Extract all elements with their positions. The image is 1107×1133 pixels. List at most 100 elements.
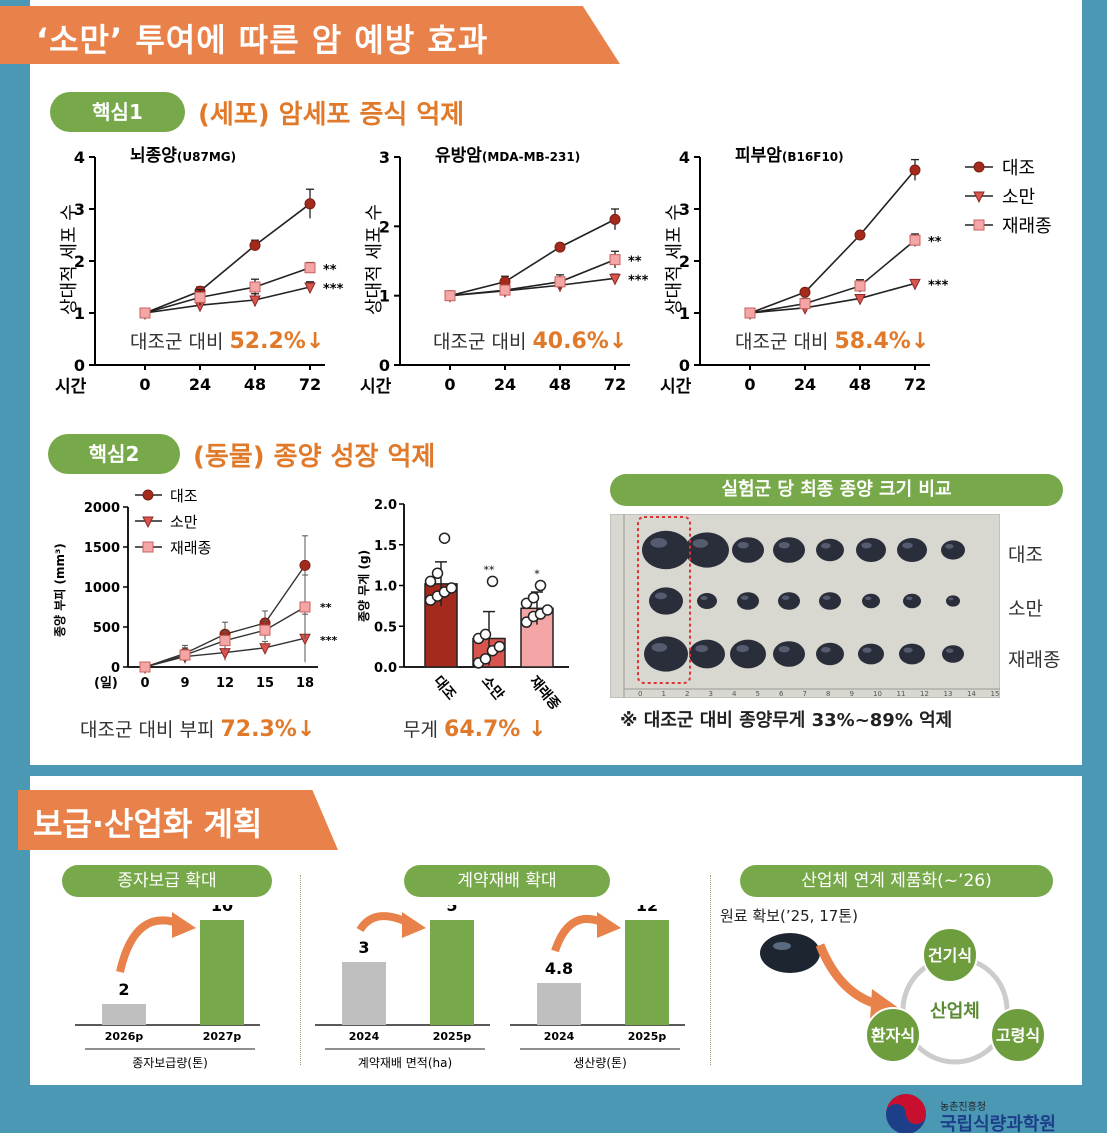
legend-marker xyxy=(973,161,985,173)
bar-category: 2024 xyxy=(349,1030,380,1043)
tumor-sample xyxy=(732,537,764,563)
x-tick-label: 15 xyxy=(256,676,274,691)
ruler-label: 4 xyxy=(732,690,737,698)
divider-left xyxy=(300,875,301,1065)
x-tick-label: 48 xyxy=(849,375,871,394)
ruler-label: 6 xyxy=(779,690,784,698)
chart-title-sub: (MDA-MB-231) xyxy=(482,150,580,164)
legend-marker xyxy=(973,191,985,204)
tumor-highlight xyxy=(865,596,872,601)
y-tick-label: 2.0 xyxy=(374,498,397,513)
tumor-highlight xyxy=(781,595,790,600)
series-line-재래종 xyxy=(449,258,616,297)
x-tick-label: 72 xyxy=(604,375,626,394)
tumor-highlight xyxy=(695,645,708,653)
raw-material-label: 원료 확보(’25, 17톤) xyxy=(720,907,858,925)
growth-arrow-head-icon xyxy=(172,912,196,938)
ruler-label: 8 xyxy=(826,690,830,698)
tumor-highlight xyxy=(650,538,668,548)
data-point-재래종 xyxy=(179,649,191,661)
industry-cycle: 산업체 건기식 고령식 환자식 xyxy=(760,927,1046,1065)
tumor-highlight xyxy=(692,539,709,548)
chart-title: 뇌종양(U87MG) xyxy=(130,146,236,166)
sig-marker: *** xyxy=(320,634,338,647)
x-tick-label: 24 xyxy=(494,375,516,394)
x-tick-label: 소만 xyxy=(478,673,507,703)
soybean-highlight xyxy=(773,942,791,950)
bar-2025p xyxy=(625,920,669,1025)
node-health-food-label: 건기식 xyxy=(928,946,972,965)
y-axis-label: 종양 부피 (mm³) xyxy=(52,543,67,637)
tumor-sample xyxy=(897,538,927,562)
tumor-highlight xyxy=(903,647,913,653)
y-tick-label: 1000 xyxy=(84,581,120,596)
ruler-label: 15 xyxy=(991,690,1000,698)
brain-note-text: 대조군 대비 xyxy=(130,331,224,353)
y-axis-label: 상대적 세포 수 xyxy=(364,204,385,315)
main-title: ‘소만’ 투여에 따른 암 예방 효과 xyxy=(36,21,489,59)
data-point-소만 xyxy=(854,293,866,306)
tumor-sample xyxy=(946,595,960,607)
x-tick-label: 24 xyxy=(794,375,816,394)
arrow-icon xyxy=(815,943,882,1010)
tumor-highlight xyxy=(861,542,872,549)
y-tick-label: 3 xyxy=(679,200,690,219)
core2-pill: 핵심2 xyxy=(48,434,180,474)
y-tick-label: 1500 xyxy=(84,541,120,556)
data-point-대조 xyxy=(249,239,261,251)
data-point-소만 xyxy=(304,282,316,295)
sig-marker: ** xyxy=(484,563,496,576)
node-patient-food-label: 환자식 xyxy=(871,1026,915,1045)
data-point-소만 xyxy=(259,643,271,655)
tumor-highlight xyxy=(778,542,790,549)
series-line-소만 xyxy=(749,282,916,314)
chart-title-sub: (B16F10) xyxy=(782,150,844,164)
data-point-재래종 xyxy=(219,635,231,647)
bar-category: 2024 xyxy=(544,1030,575,1043)
data-point-대조 xyxy=(304,198,316,210)
data-point-소만 xyxy=(909,278,921,291)
tumor-sample xyxy=(862,593,880,609)
contract-pill: 계약재배 확대 xyxy=(404,865,610,897)
tumor-highlight xyxy=(948,597,954,601)
photo-caption: ※ 대조군 대비 종양무게 33%~89% 억제 xyxy=(620,710,953,731)
tumor-sample xyxy=(773,537,805,563)
tumor-sample xyxy=(942,645,964,663)
series-line-재래종 xyxy=(749,239,916,314)
growth-arrow-head-icon xyxy=(597,912,621,938)
deployment-title-banner xyxy=(18,790,338,850)
data-point-대조 xyxy=(799,286,811,298)
legend-marker xyxy=(142,541,154,553)
bar-category: 2025p xyxy=(433,1030,472,1043)
data-point xyxy=(438,532,451,544)
volume-note-pct: 72.3%↓ xyxy=(220,717,316,742)
brain-note: 대조군 대비 52.2%↓ xyxy=(130,327,324,354)
legend-marker xyxy=(142,489,154,501)
tumor-sample xyxy=(941,540,965,560)
skin-note-text: 대조군 대비 xyxy=(735,331,829,353)
tumor-highlight xyxy=(737,542,749,549)
y-tick-label: 0.5 xyxy=(374,620,397,635)
x-tick-label: 9 xyxy=(180,676,189,691)
legend-label: 대조 xyxy=(1002,158,1035,179)
legend-marker xyxy=(142,516,154,529)
data-point-재래종 xyxy=(854,280,866,292)
brain-note-pct: 52.2%↓ xyxy=(229,329,325,354)
soybean-icon xyxy=(760,933,820,973)
tumor-highlight xyxy=(906,596,913,601)
legend-label: 소만 xyxy=(170,513,198,531)
tumor-highlight xyxy=(654,592,667,600)
node-senior-food xyxy=(990,1007,1046,1063)
bar-value: 2 xyxy=(118,980,129,999)
x-tick-label: 0 xyxy=(139,375,150,394)
sig-marker: *** xyxy=(628,273,649,288)
deployment-title: 보급·산업화 계획 xyxy=(33,805,263,843)
area-bar-chart: 3 2024 5 2025p 계약재배 면적(ha) xyxy=(315,905,490,1070)
weight-note-text: 무게 xyxy=(403,719,438,741)
chart-label: 생산량(톤) xyxy=(573,1056,627,1070)
legend-label: 재래종 xyxy=(1002,216,1052,237)
data-point-재래종 xyxy=(304,262,316,274)
x-tick-label: 12 xyxy=(216,676,234,691)
